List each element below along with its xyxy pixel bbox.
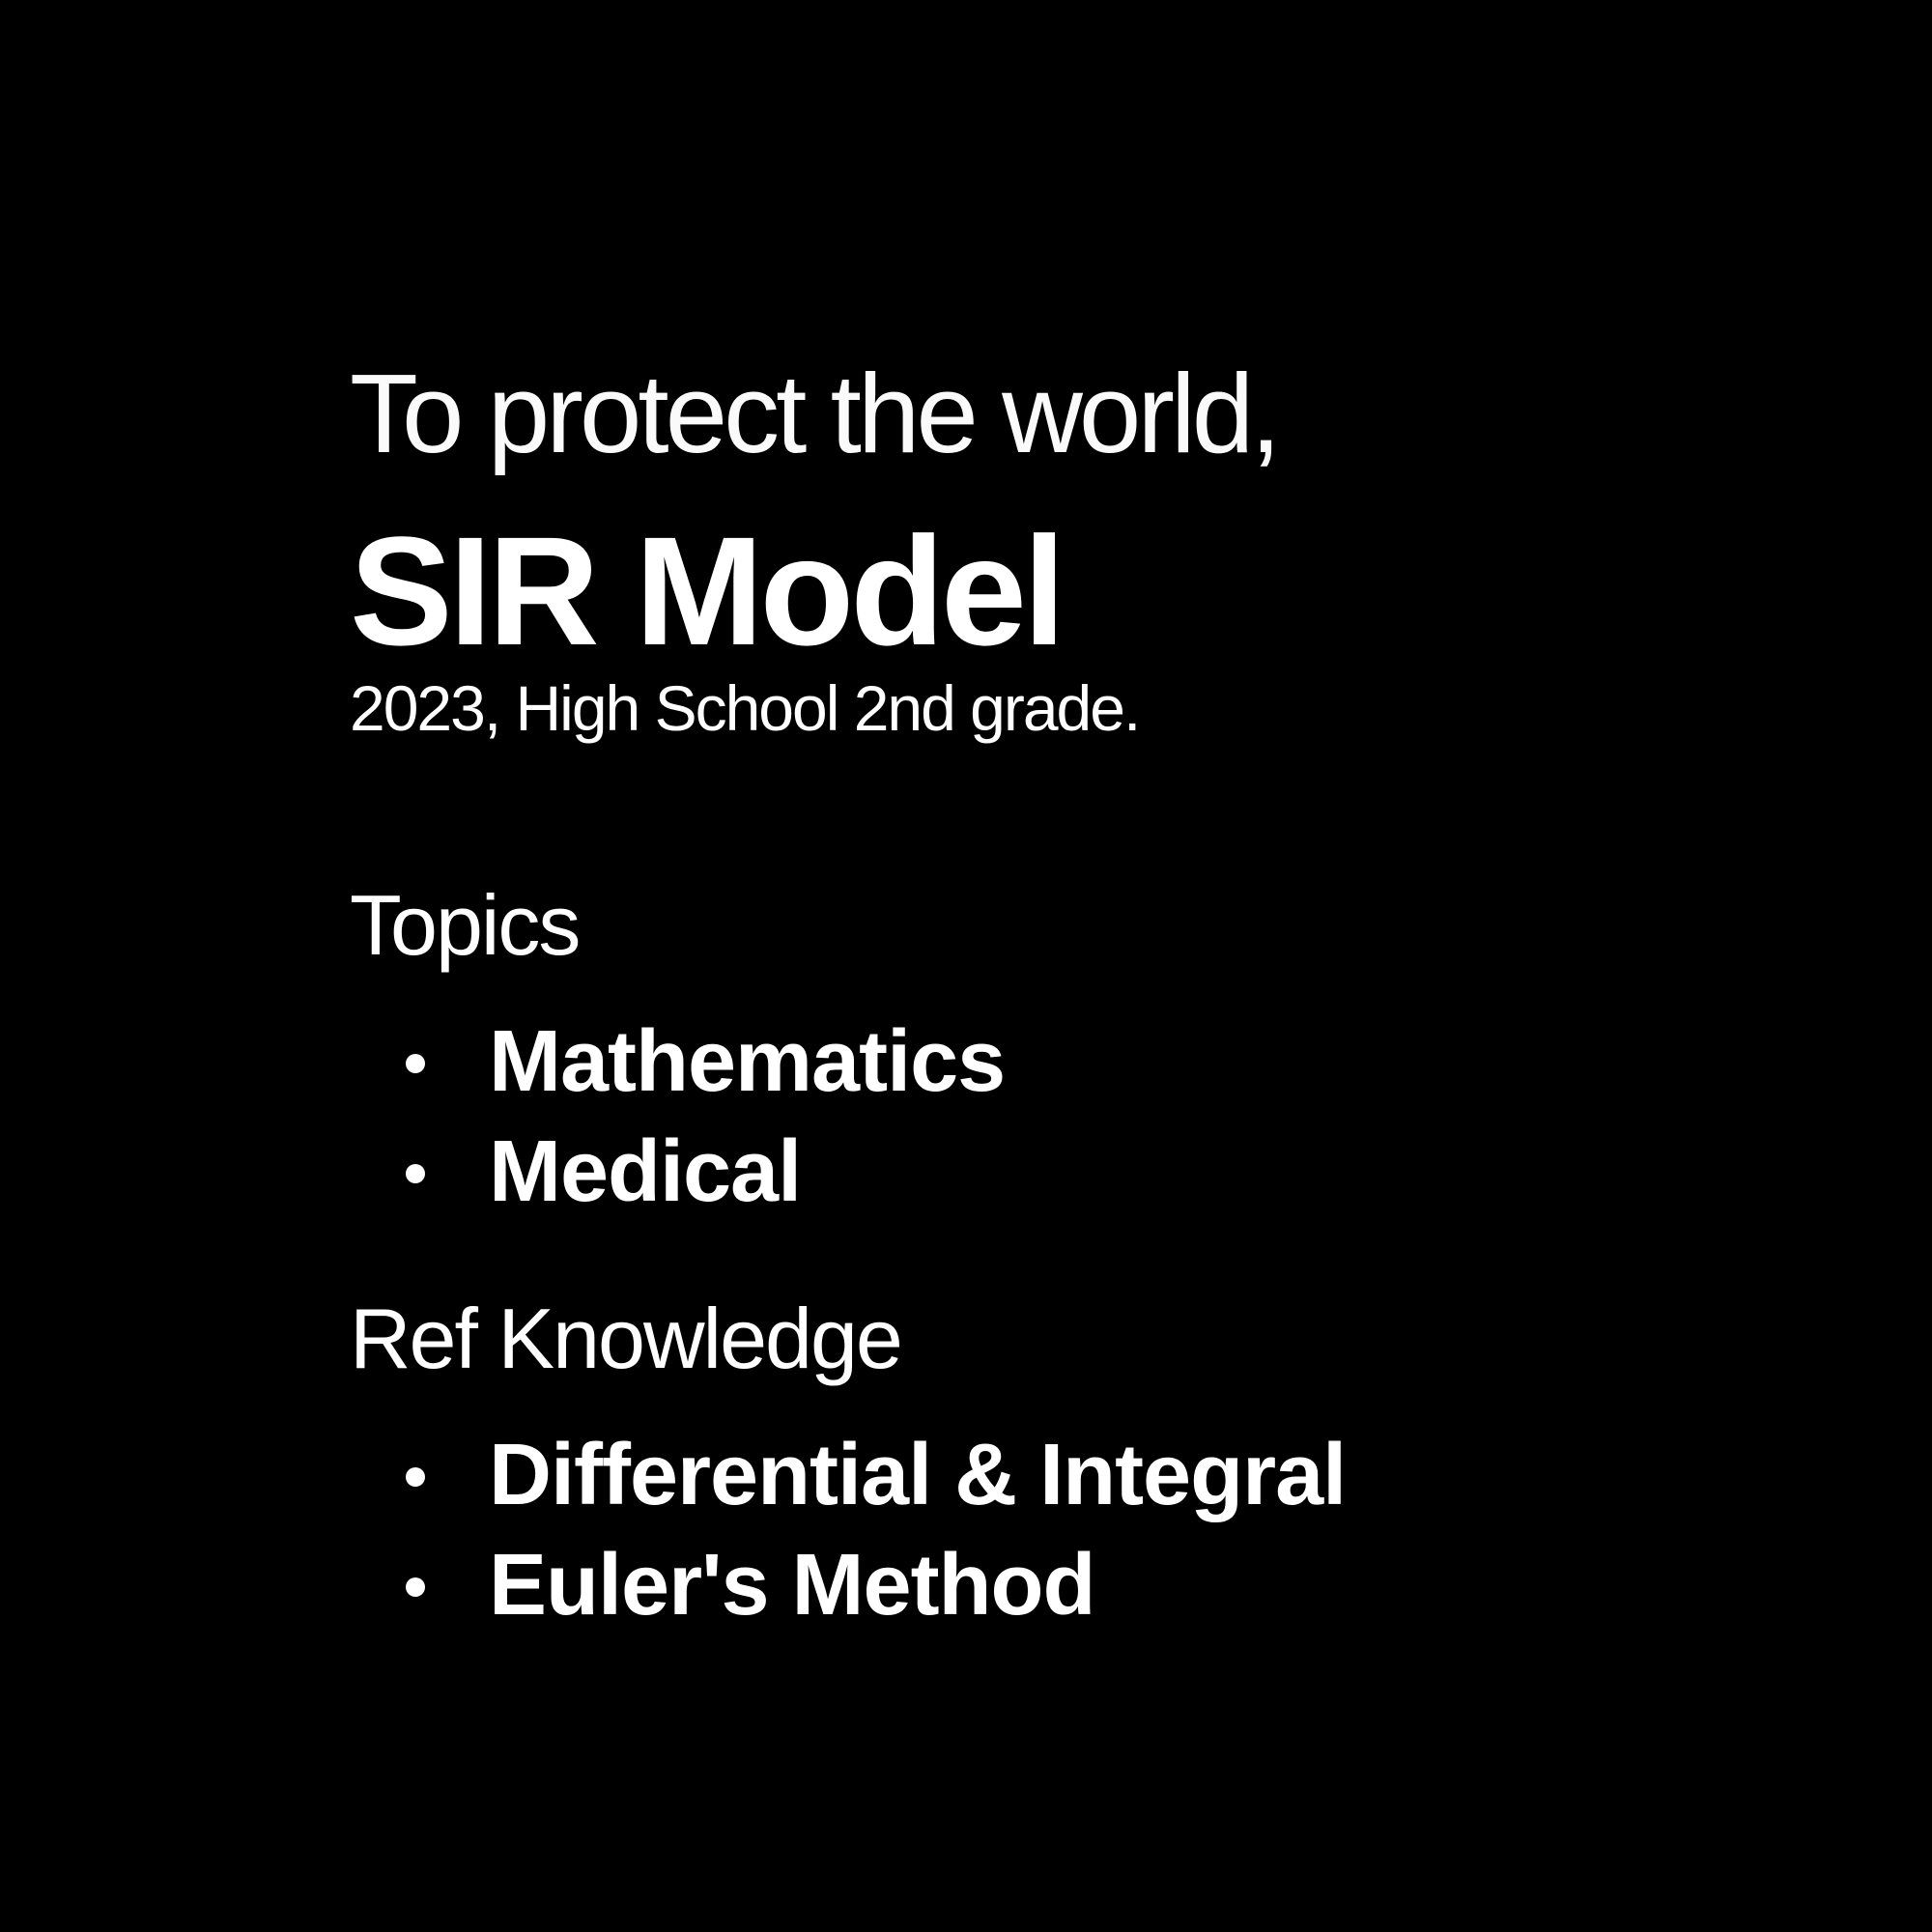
bullet-icon: [406, 1054, 425, 1073]
poster-content: To protect the world, SIR Model 2023, Hi…: [350, 357, 1702, 1640]
ref-knowledge-heading: Ref Knowledge: [350, 1291, 903, 1386]
bullet-icon: [406, 1164, 425, 1183]
tagline: To protect the world,: [350, 351, 1282, 476]
list-item: Medical: [350, 1117, 1702, 1227]
topics-list: Mathematics Medical: [350, 1007, 1702, 1227]
list-item-label: Medical: [489, 1123, 802, 1220]
list-item-label: Euler's Method: [489, 1537, 1095, 1634]
ref-knowledge-list: Differential & Integral Euler's Method: [350, 1420, 1702, 1640]
bullet-icon: [406, 1467, 425, 1487]
list-item: Euler's Method: [350, 1530, 1702, 1640]
list-item-label: Differential & Integral: [489, 1427, 1347, 1523]
bullet-icon: [406, 1577, 425, 1597]
list-item: Mathematics: [350, 1007, 1702, 1117]
list-item: Differential & Integral: [350, 1420, 1702, 1530]
subtitle: 2023, High School 2nd grade.: [350, 672, 1141, 744]
page-title: SIR Model: [350, 504, 1065, 677]
list-item-label: Mathematics: [489, 1013, 1006, 1110]
topics-heading: Topics: [350, 877, 581, 973]
